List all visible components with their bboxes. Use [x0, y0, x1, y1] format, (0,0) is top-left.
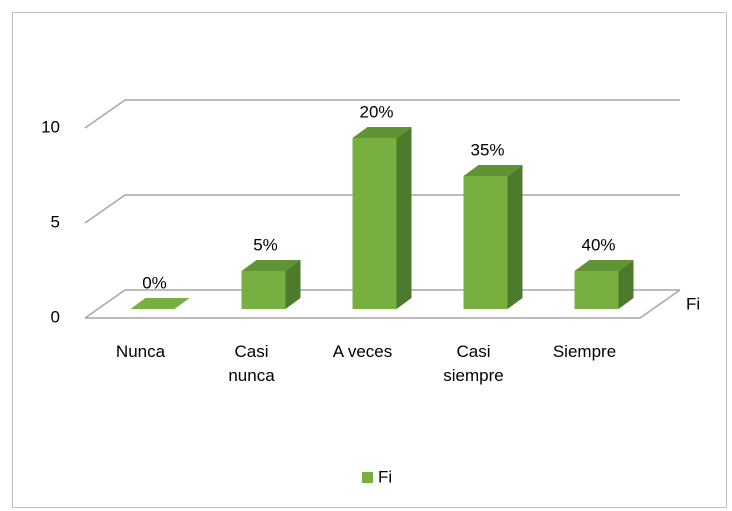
data-label: 40%: [581, 235, 615, 254]
bar-front: [574, 271, 619, 309]
bar: [241, 260, 301, 309]
bar-front: [241, 271, 286, 309]
bar-top: [241, 260, 301, 271]
depth-axis-label: Fi: [686, 294, 700, 313]
bar-front: [352, 138, 397, 309]
bar: [352, 127, 412, 309]
bar-side: [507, 165, 523, 309]
x-tick-label: Siempre: [552, 342, 617, 361]
x-tick-label: Casi nunca: [228, 342, 275, 385]
bar: [130, 298, 190, 309]
x-tick-label: Casi siempre: [443, 342, 504, 385]
data-label: 35%: [470, 140, 504, 159]
bar-side: [396, 127, 412, 309]
bar-top: [463, 165, 523, 176]
bar-top: [574, 260, 634, 271]
y-tick-label: 5: [51, 212, 60, 231]
y-tick-label: 10: [41, 117, 60, 136]
x-tick-label: A veces: [332, 342, 393, 361]
legend-label: Fi: [378, 467, 392, 486]
data-label: 0%: [142, 273, 167, 292]
grid-line: [84, 99, 680, 129]
data-label: 5%: [253, 235, 278, 254]
legend-swatch: [362, 472, 373, 483]
bar-side: [618, 260, 634, 309]
bar-front: [463, 176, 508, 309]
floor: [85, 289, 681, 319]
bar: [463, 165, 523, 309]
bar: [574, 260, 634, 309]
bar-top: [352, 127, 412, 138]
bar-top: [130, 298, 190, 309]
bar-side: [285, 260, 301, 309]
data-label: 20%: [359, 102, 393, 121]
y-tick-label: 0: [51, 307, 60, 326]
x-tick-label: Nunca: [115, 342, 166, 361]
